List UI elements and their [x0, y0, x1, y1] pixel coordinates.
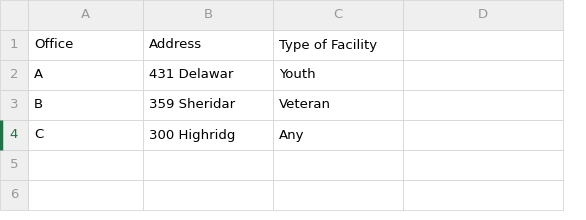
Bar: [273, 150, 403, 180]
Text: A: A: [34, 68, 43, 81]
Text: Address: Address: [149, 38, 202, 51]
Text: 300 Highridg: 300 Highridg: [149, 128, 236, 141]
Text: Office: Office: [34, 38, 73, 51]
Bar: [143, 180, 273, 210]
Text: Type of Facility: Type of Facility: [279, 38, 377, 51]
Bar: [273, 0, 403, 30]
Text: Youth: Youth: [279, 68, 316, 81]
Text: 359 Sheridar: 359 Sheridar: [149, 99, 235, 112]
Bar: [0, 30, 28, 60]
Text: 4: 4: [10, 128, 18, 141]
Bar: [403, 0, 563, 30]
Bar: [403, 30, 563, 60]
Text: 3: 3: [10, 99, 18, 112]
Bar: [273, 30, 403, 60]
Bar: [273, 120, 403, 150]
Bar: [273, 60, 403, 90]
Bar: [403, 120, 563, 150]
Text: B: B: [34, 99, 43, 112]
Bar: [28, 150, 143, 180]
Text: C: C: [333, 9, 343, 22]
Bar: [403, 90, 563, 120]
Bar: [0, 180, 28, 210]
Text: A: A: [81, 9, 90, 22]
Text: 2: 2: [10, 68, 18, 81]
Bar: [143, 30, 273, 60]
Bar: [143, 0, 273, 30]
Bar: [143, 120, 273, 150]
Bar: [28, 30, 143, 60]
Bar: [143, 90, 273, 120]
Text: 6: 6: [10, 189, 18, 202]
Text: 431 Delawar: 431 Delawar: [149, 68, 233, 81]
Text: C: C: [34, 128, 43, 141]
Text: B: B: [203, 9, 213, 22]
Bar: [0, 150, 28, 180]
Bar: [28, 60, 143, 90]
Bar: [403, 180, 563, 210]
Text: 1: 1: [10, 38, 18, 51]
Bar: [28, 90, 143, 120]
Text: Any: Any: [279, 128, 305, 141]
Text: Veteran: Veteran: [279, 99, 331, 112]
Bar: [28, 180, 143, 210]
Bar: [0, 60, 28, 90]
Text: 5: 5: [10, 158, 18, 172]
Bar: [28, 120, 143, 150]
Text: D: D: [478, 9, 488, 22]
Bar: [28, 0, 143, 30]
Bar: [273, 90, 403, 120]
Bar: [0, 90, 28, 120]
Bar: [0, 120, 28, 150]
Bar: [403, 60, 563, 90]
Bar: [143, 150, 273, 180]
Bar: [273, 180, 403, 210]
Bar: [143, 60, 273, 90]
Bar: [0, 0, 28, 30]
Bar: [403, 150, 563, 180]
